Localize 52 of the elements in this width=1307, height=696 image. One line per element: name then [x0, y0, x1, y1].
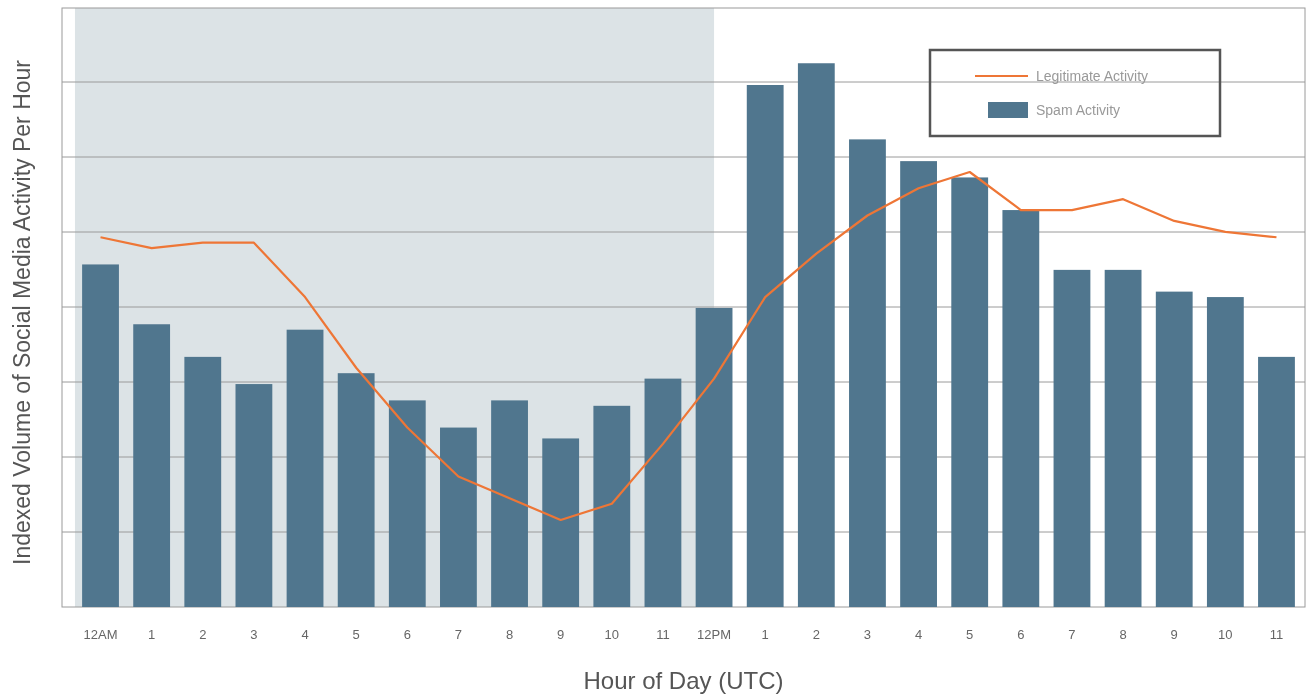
bar	[235, 384, 273, 607]
bar	[184, 356, 222, 607]
legend-label: Legitimate Activity	[1036, 68, 1149, 84]
bar	[491, 400, 528, 607]
bar	[542, 438, 580, 607]
x-tick-label: 2	[199, 627, 207, 642]
x-tick-label: 11	[656, 627, 670, 642]
x-tick-label: 10	[604, 627, 620, 642]
bar	[286, 329, 324, 607]
legend-label: Spam Activity	[1036, 102, 1121, 118]
bar	[951, 177, 989, 607]
bar	[593, 405, 631, 607]
bar	[746, 85, 784, 607]
x-tick-label: 12PM	[697, 627, 732, 642]
x-tick-label: 1	[148, 627, 156, 642]
bar	[82, 264, 119, 607]
bar	[1206, 297, 1244, 607]
x-tick-label: 9	[557, 627, 565, 642]
x-tick-label: 9	[1170, 627, 1178, 642]
x-tick-label: 1	[761, 627, 769, 642]
x-tick-label: 4	[301, 627, 309, 642]
x-axis-title: Hour of Day (UTC)	[583, 667, 784, 694]
bar	[900, 161, 937, 607]
x-tick-label: 5	[966, 627, 974, 642]
x-tick-label: 4	[914, 627, 923, 642]
bar	[1258, 356, 1295, 607]
x-tick-label: 7	[454, 627, 463, 642]
bar	[388, 400, 426, 607]
bar	[440, 427, 477, 607]
x-tick-label: 10	[1218, 627, 1233, 642]
x-tick-label: 7	[1068, 627, 1076, 642]
x-tick-label: 11	[1269, 627, 1284, 642]
bar	[1053, 269, 1091, 607]
x-tick-label: 6	[1017, 627, 1025, 642]
bar	[797, 63, 835, 607]
bar	[849, 139, 886, 607]
bar	[133, 324, 171, 607]
x-tick-label: 2	[812, 627, 820, 642]
bar	[1002, 210, 1040, 607]
bar	[1104, 269, 1142, 607]
x-tick-label: 6	[403, 627, 411, 642]
bar	[644, 378, 682, 607]
bar	[695, 307, 733, 607]
bar	[1155, 291, 1193, 607]
x-tick-label: 8	[1119, 627, 1127, 642]
x-tick-label: 3	[250, 627, 258, 642]
x-tick-label: 5	[352, 627, 360, 642]
x-tick-label: 8	[505, 627, 514, 642]
y-axis-title: Indexed Volume of Social Media Activity Per Hour	[9, 59, 35, 565]
x-tick-label: 12AM	[83, 627, 118, 642]
bar	[337, 373, 375, 607]
x-tick-label: 3	[863, 627, 872, 642]
